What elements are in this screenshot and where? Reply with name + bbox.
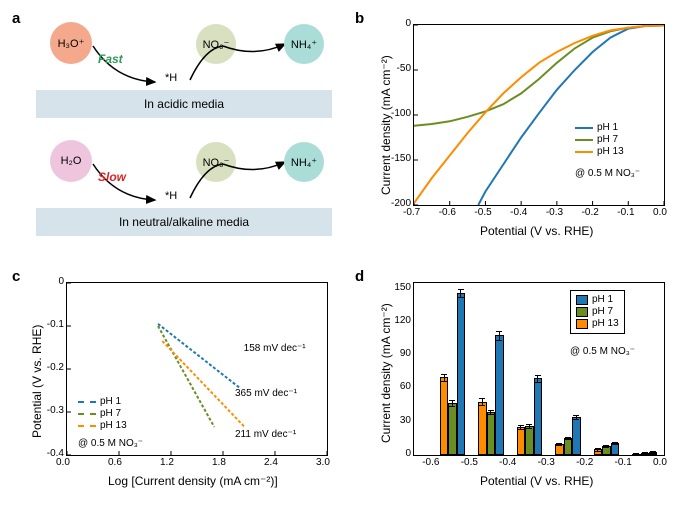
legend-item: pH 1 <box>78 396 127 407</box>
tick-label: -0.6 <box>439 207 456 218</box>
tick-label: -0.2 <box>38 362 64 373</box>
tick-label: -0.4 <box>510 207 527 218</box>
tick-label: 0 <box>389 448 411 459</box>
tick-label: 3.0 <box>316 457 330 468</box>
bar <box>564 438 572 455</box>
legend-item: pH 7 <box>78 408 127 419</box>
bar <box>478 402 486 455</box>
panel-c-condition: @ 0.5 M NO₃⁻ <box>78 438 143 449</box>
panel-label-c: c <box>12 268 20 285</box>
panel-label-b: b <box>355 10 364 27</box>
species-nh4-a-label: NH₄⁺ <box>291 38 317 51</box>
panel-d-legend: pH 1pH 7pH 13 <box>570 290 625 334</box>
bar <box>534 378 542 455</box>
legend-item: pH 13 <box>576 318 619 329</box>
panel-b-ylabel: Current density (mA cm⁻²) <box>379 55 393 195</box>
arrow-alk-2 <box>185 156 295 206</box>
panel-c-xlabel: Log [Current density (mA cm⁻²)] <box>108 474 278 488</box>
tick-label: -0.5 <box>461 457 478 468</box>
tick-label: 90 <box>389 348 411 359</box>
tafel-slope-annotation: 211 mV dec⁻¹ <box>235 429 296 440</box>
legend-item: pH 13 <box>575 146 624 157</box>
tick-label: 0 <box>38 276 64 287</box>
rate-fast: Fast <box>98 52 123 66</box>
legend-item: pH 7 <box>575 134 624 145</box>
tick-label: 2.4 <box>264 457 278 468</box>
tick-label: 60 <box>389 381 411 392</box>
panel-c-ylabel: Potential (V vs. RHE) <box>30 325 44 438</box>
tick-label: -0.2 <box>576 457 593 468</box>
tick-label: 0.0 <box>653 457 667 468</box>
scheme-box-alk: In neutral/alkaline media <box>36 208 332 236</box>
tick-label: -200 <box>385 198 411 209</box>
tick-label: -0.5 <box>474 207 491 218</box>
arrow-acidic-2 <box>185 38 295 88</box>
tick-label: -0.2 <box>582 207 599 218</box>
panel-b-legend: pH 1pH 7pH 13 <box>575 122 624 158</box>
panel-label-d: d <box>355 268 364 285</box>
species-nh4-b: NH₄⁺ <box>284 142 324 182</box>
tick-label: -0.3 <box>546 207 563 218</box>
tick-label: 1.2 <box>160 457 174 468</box>
tick-label: -50 <box>385 63 411 74</box>
panel-b-condition: @ 0.5 M NO₃⁻ <box>575 168 640 179</box>
panel-d-plot-area <box>413 282 665 456</box>
tick-label: -150 <box>385 153 411 164</box>
tick-label: 0 <box>385 18 411 29</box>
arrow-acidic-1 <box>85 38 165 88</box>
tick-label: 120 <box>389 315 411 326</box>
tafel-slope-annotation: 158 mV dec⁻¹ <box>244 343 306 354</box>
scheme-box-acidic: In acidic media <box>36 90 332 118</box>
bar <box>525 426 533 455</box>
tick-label: -100 <box>385 108 411 119</box>
intermediate-alk: *H <box>165 190 177 202</box>
species-nh4-a: NH₄⁺ <box>284 24 324 64</box>
tick-label: -0.3 <box>538 457 555 468</box>
tick-label: 0.6 <box>108 457 122 468</box>
bar <box>448 403 456 455</box>
legend-item: pH 1 <box>575 122 624 133</box>
panel-c-legend: pH 1pH 7pH 13 <box>78 396 127 432</box>
tick-label: 150 <box>389 282 411 293</box>
bar <box>495 335 503 455</box>
bar <box>517 427 525 455</box>
tick-label: -0.4 <box>38 448 64 459</box>
tick-label: -0.1 <box>38 319 64 330</box>
tick-label: 1.8 <box>212 457 226 468</box>
species-h2o-label: H₂O <box>61 155 82 167</box>
tick-label: -0.4 <box>499 457 516 468</box>
bar <box>487 412 495 455</box>
species-h3o-label: H₃O⁺ <box>58 37 85 50</box>
rate-slow: Slow <box>98 170 126 184</box>
tick-label: 0.0 <box>653 207 667 218</box>
panel-d-chart: Current density (mA cm⁻²) Potential (V v… <box>395 278 675 500</box>
species-nh4-b-label: NH₄⁺ <box>291 156 317 169</box>
tick-label: -0.3 <box>38 405 64 416</box>
intermediate-acidic: *H <box>165 72 177 84</box>
legend-item: pH 13 <box>78 420 127 431</box>
panel-d-xlabel: Potential (V vs. RHE) <box>480 474 593 488</box>
tick-label: -0.1 <box>615 457 632 468</box>
panel-a-scheme: H₃O⁺ Fast *H NO₃⁻ NH₄⁺ In acidic media H… <box>20 18 340 253</box>
legend-item: pH 7 <box>576 306 619 317</box>
tafel-slope-annotation: 365 mV dec⁻¹ <box>235 388 297 399</box>
panel-b-xlabel: Potential (V vs. RHE) <box>480 224 593 238</box>
bar <box>457 293 465 455</box>
legend-item: pH 1 <box>576 294 619 305</box>
panel-c-chart: Potential (V vs. RHE) Log [Current densi… <box>48 278 343 500</box>
tick-label: -0.6 <box>422 457 439 468</box>
tick-label: 30 <box>389 415 411 426</box>
bar <box>440 377 448 455</box>
panel-d-condition: @ 0.5 M NO₃⁻ <box>570 346 635 357</box>
panel-b-chart: Current density (mA cm⁻²) Potential (V v… <box>395 20 675 250</box>
bar <box>572 417 580 455</box>
tick-label: -0.1 <box>617 207 634 218</box>
